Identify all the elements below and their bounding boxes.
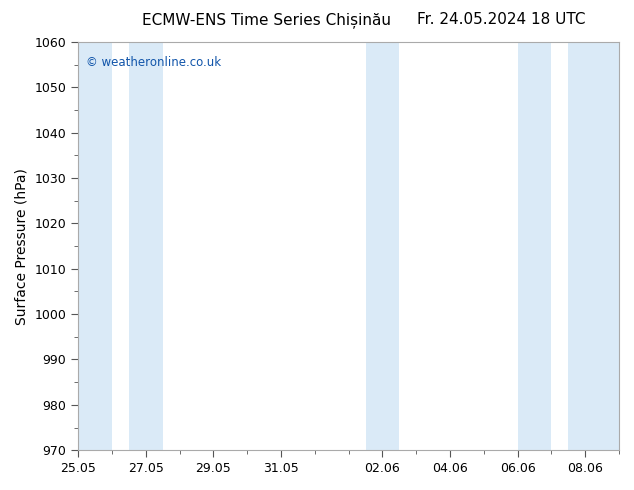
Text: Fr. 24.05.2024 18 UTC: Fr. 24.05.2024 18 UTC <box>417 12 585 27</box>
Bar <box>366 42 399 450</box>
Bar <box>129 42 163 450</box>
Bar <box>78 42 112 450</box>
Bar <box>517 42 552 450</box>
Text: ECMW-ENS Time Series Chișinău: ECMW-ENS Time Series Chișinău <box>142 12 391 28</box>
Y-axis label: Surface Pressure (hPa): Surface Pressure (hPa) <box>15 168 29 324</box>
Bar <box>568 42 619 450</box>
Text: © weatheronline.co.uk: © weatheronline.co.uk <box>86 56 221 70</box>
